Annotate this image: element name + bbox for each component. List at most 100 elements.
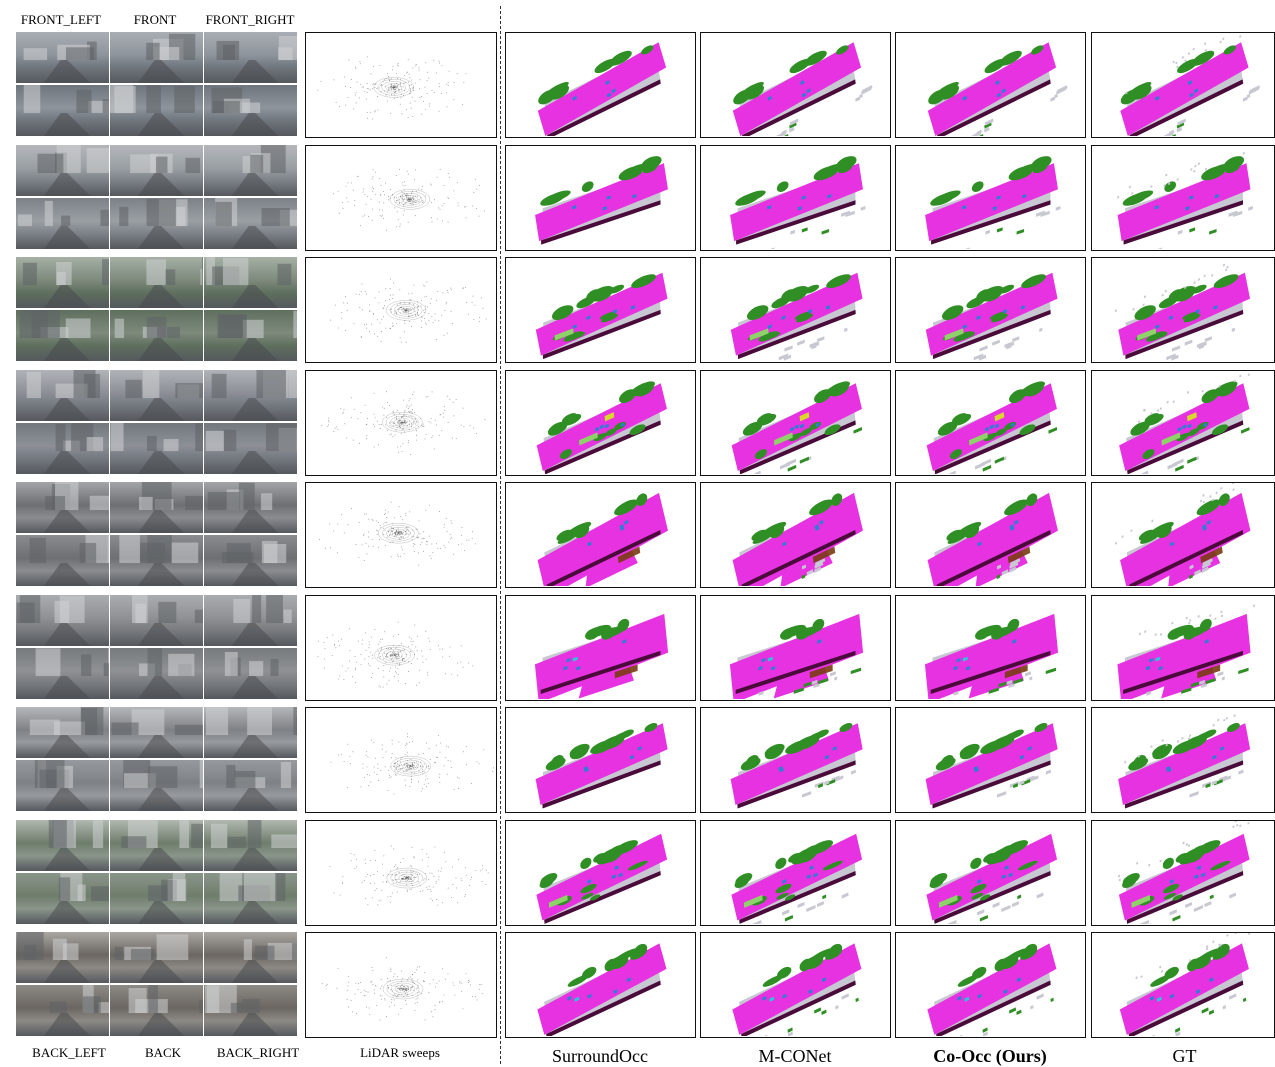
- camera-image: [16, 32, 109, 83]
- camera-image: [204, 310, 297, 361]
- occupancy-panel: [700, 707, 891, 813]
- camera-image: [110, 257, 203, 308]
- occupancy-panel: [505, 257, 696, 363]
- label-co-occ-ours: Co-Occ (Ours): [933, 1046, 1047, 1066]
- camera-image: [204, 197, 297, 249]
- camera-image: [110, 422, 203, 474]
- occupancy-panel: [1091, 482, 1275, 588]
- occupancy-panel: [895, 369, 1086, 476]
- camera-image: [204, 257, 297, 308]
- camera-image: [204, 482, 297, 533]
- camera-image: [204, 760, 297, 811]
- occupancy-panel: [505, 369, 696, 476]
- lidar-panel: [305, 32, 497, 138]
- occupancy-panel: [1091, 707, 1275, 813]
- occupancy-panel: [1091, 144, 1275, 251]
- label-front: FRONT: [133, 12, 177, 27]
- camera-image: [110, 932, 203, 983]
- camera-image: [110, 594, 203, 646]
- occupancy-panel: [895, 482, 1086, 588]
- occupancy-panel: [505, 819, 696, 926]
- camera-image: [204, 594, 297, 646]
- label-front-left: FRONT_LEFT: [20, 12, 102, 27]
- camera-image: [204, 144, 297, 196]
- camera-image: [16, 482, 109, 533]
- occupancy-panel: [505, 482, 696, 588]
- camera-image: [110, 707, 203, 758]
- lidar-panel: [305, 594, 497, 701]
- camera-image: [16, 707, 109, 758]
- label-lidar-sweeps: LiDAR sweeps: [360, 1045, 440, 1060]
- camera-image: [110, 760, 203, 811]
- camera-image: [110, 647, 203, 699]
- dashed-divider: [500, 6, 501, 1064]
- camera-image: [16, 535, 109, 586]
- camera-image: [204, 85, 297, 136]
- lidar-panel: [305, 257, 497, 363]
- label-back-right: BACK_RIGHT: [216, 1045, 300, 1060]
- occupancy-panel: [700, 932, 891, 1038]
- lidar-panel: [305, 144, 497, 251]
- occupancy-panel: [505, 594, 696, 701]
- occupancy-panel: [700, 144, 891, 251]
- camera-image: [16, 422, 109, 474]
- occupancy-panel: [700, 257, 891, 363]
- label-back-left: BACK_LEFT: [32, 1045, 106, 1060]
- camera-image: [16, 647, 109, 699]
- camera-image: [16, 819, 109, 871]
- occupancy-panel: [1091, 594, 1275, 701]
- camera-image: [204, 369, 297, 421]
- occupancy-panel: [895, 257, 1086, 363]
- occupancy-panel: [700, 369, 891, 476]
- occupancy-panel: [505, 932, 696, 1038]
- camera-image: [110, 985, 203, 1036]
- camera-image: [16, 594, 109, 646]
- camera-image: [110, 310, 203, 361]
- camera-image: [16, 932, 109, 983]
- camera-image: [110, 482, 203, 533]
- lidar-panel: [305, 482, 497, 588]
- occupancy-panel: [1091, 257, 1275, 363]
- camera-image: [204, 819, 297, 871]
- camera-image: [110, 85, 203, 136]
- label-m-conet: M-CONet: [758, 1046, 832, 1066]
- camera-image: [16, 369, 109, 421]
- camera-image: [16, 144, 109, 196]
- occupancy-panel: [895, 594, 1086, 701]
- occupancy-panel: [505, 32, 696, 138]
- camera-image: [110, 535, 203, 586]
- camera-image: [110, 197, 203, 249]
- camera-image: [16, 257, 109, 308]
- camera-image: [204, 872, 297, 924]
- camera-image: [16, 197, 109, 249]
- lidar-panel: [305, 369, 497, 476]
- occupancy-panel: [700, 819, 891, 926]
- camera-image: [16, 310, 109, 361]
- camera-image: [16, 872, 109, 924]
- occupancy-panel: [1091, 369, 1275, 476]
- camera-image: [110, 872, 203, 924]
- label-gt: GT: [1172, 1046, 1197, 1066]
- label-back: BACK: [144, 1045, 182, 1060]
- camera-image: [16, 985, 109, 1036]
- camera-image: [110, 819, 203, 871]
- occupancy-panel: [895, 32, 1086, 138]
- occupancy-panel: [700, 594, 891, 701]
- label-surroundocc: SurroundOcc: [552, 1046, 648, 1066]
- occupancy-panel: [1091, 819, 1275, 926]
- camera-image: [110, 32, 203, 83]
- occupancy-panel: [895, 819, 1086, 926]
- lidar-panel: [305, 707, 497, 813]
- camera-image: [204, 707, 297, 758]
- camera-image: [16, 760, 109, 811]
- camera-image: [204, 535, 297, 586]
- occupancy-panel: [700, 32, 891, 138]
- camera-image: [110, 369, 203, 421]
- occupancy-panel: [505, 144, 696, 251]
- occupancy-panel: [1091, 32, 1275, 138]
- camera-image: [204, 985, 297, 1036]
- camera-image: [204, 932, 297, 983]
- camera-image: [110, 144, 203, 196]
- occupancy-panel: [505, 707, 696, 813]
